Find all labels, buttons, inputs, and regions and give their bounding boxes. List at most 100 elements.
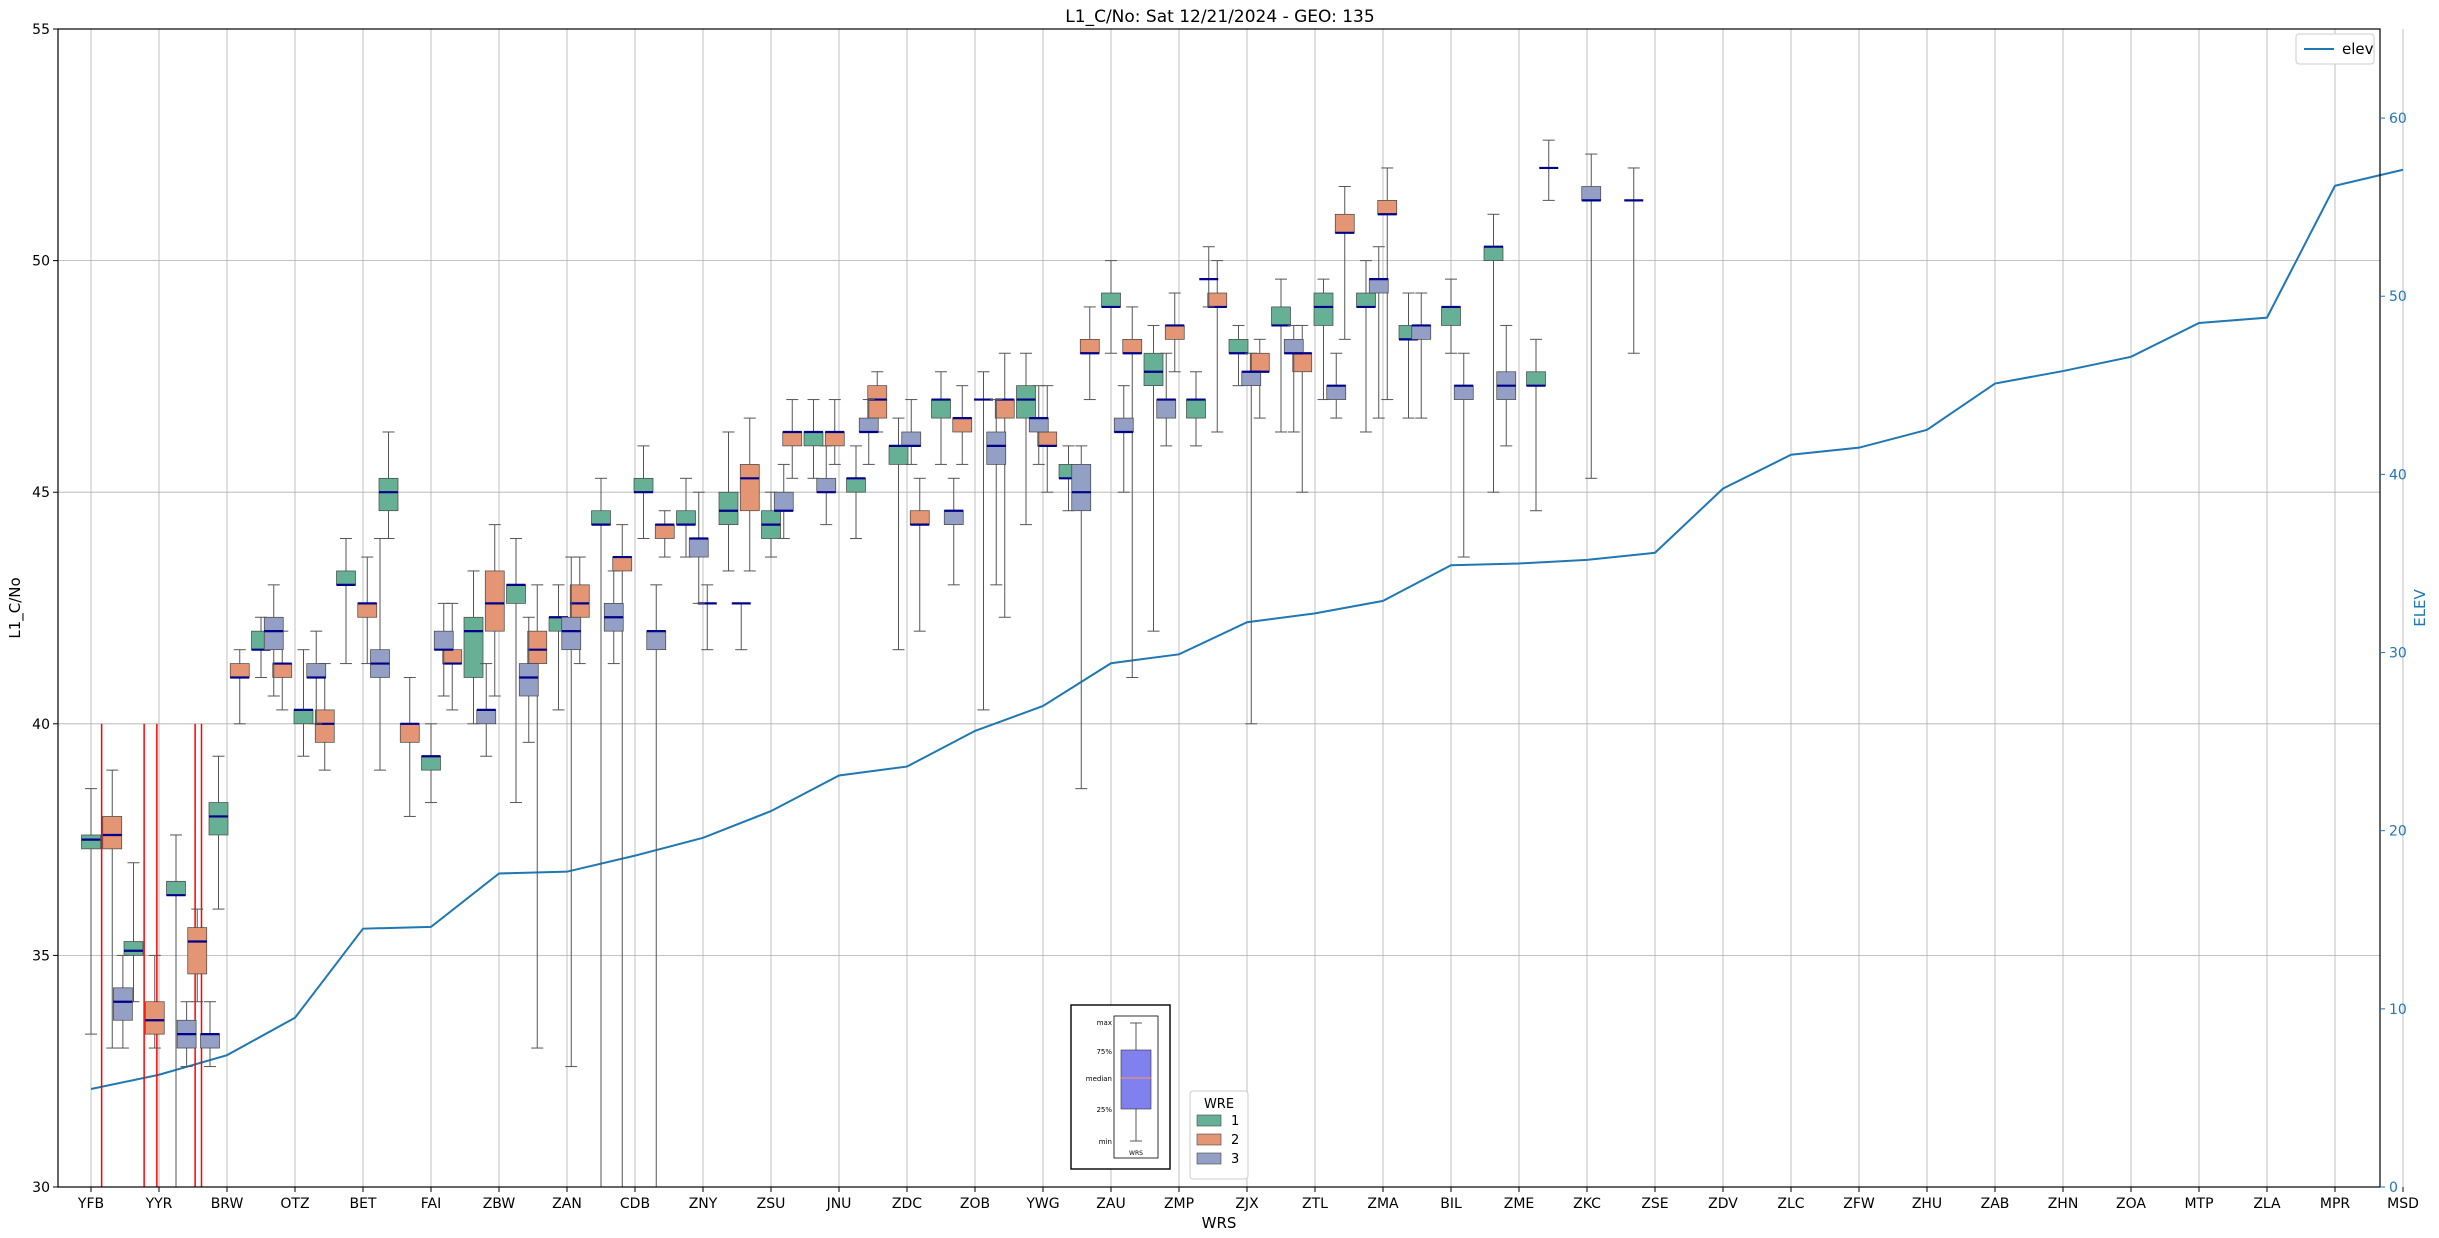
box-plot-wre-3	[688, 491, 709, 604]
box-iqr	[476, 709, 497, 725]
wre-legend-swatch	[1196, 1114, 1222, 1127]
x-tick-label: MPR	[2320, 1196, 2351, 1212]
box-iqr	[421, 755, 441, 771]
boxplot-key-inset: max 75% median 25% min WRS	[1070, 1004, 1171, 1170]
box-plot-wre-1	[1101, 260, 1121, 354]
box-iqr	[1113, 417, 1134, 433]
box-plot-wre-2	[229, 649, 250, 725]
box-iqr	[293, 709, 314, 725]
box-plot-wre-2	[1334, 185, 1355, 340]
box-plot-wre-1	[421, 723, 441, 804]
box-plot-wre-2	[824, 399, 845, 465]
box-iqr	[931, 399, 951, 419]
box-iqr	[506, 584, 526, 604]
box-plot-wre-3	[561, 556, 582, 1068]
y-tick-label: 45	[32, 485, 50, 501]
y2-tick-label: 20	[2389, 824, 2407, 840]
wre-legend: WRE 1 2 3	[1189, 1090, 1249, 1180]
box-iqr	[773, 491, 794, 512]
box-plot-wre-3	[1113, 385, 1134, 493]
box-iqr	[1326, 385, 1347, 400]
box-iqr	[1186, 399, 1206, 419]
box-iqr	[888, 445, 909, 465]
box-plot-wre-1	[1228, 324, 1249, 387]
box-plot-wre-3	[518, 616, 539, 743]
inset-label-max: max	[1097, 1019, 1112, 1027]
box-iqr	[1356, 292, 1376, 308]
box-iqr	[1241, 371, 1262, 387]
box-plot-wre-3	[986, 399, 1007, 586]
y-axis-label: L1_C/No	[6, 577, 25, 638]
box-plot-wre-3	[306, 630, 327, 725]
box-plot-wre-1	[591, 477, 611, 1187]
x-tick-label: ZSE	[1641, 1196, 1668, 1212]
x-tick-label: ZJX	[1235, 1196, 1259, 1212]
box-iqr	[1441, 306, 1461, 326]
box-iqr	[994, 399, 1015, 419]
box-plot-wre-1	[1441, 278, 1461, 354]
box-iqr	[1453, 385, 1474, 400]
box-iqr	[952, 417, 973, 433]
box-plot-wre-2	[484, 524, 505, 697]
box-iqr	[1101, 292, 1121, 308]
box-iqr	[81, 834, 101, 850]
box-plot-wre-3	[1326, 352, 1347, 419]
box-plot-wre-3	[1581, 153, 1602, 479]
x-tick-label: BRW	[211, 1196, 244, 1212]
box-plot-wre-2	[527, 584, 548, 1049]
elev-legend-frame	[2295, 33, 2375, 65]
box-iqr	[1028, 417, 1049, 433]
elev-series	[90, 168, 2404, 1090]
x-tick-label: ZME	[1504, 1196, 1535, 1212]
box-iqr	[144, 1001, 165, 1035]
box-plot-wre-1	[293, 649, 314, 757]
box-iqr	[867, 385, 888, 419]
x-tick-label: FAI	[421, 1196, 441, 1212]
box-plot-wre-3	[943, 477, 964, 586]
box-iqr	[816, 477, 837, 493]
box-iqr	[1377, 200, 1398, 215]
box-plot-wre-2	[952, 385, 973, 465]
box-iqr	[518, 663, 539, 697]
box-iqr	[1368, 278, 1389, 294]
x-tick-label: CDB	[620, 1196, 650, 1212]
inset-box	[1120, 1049, 1152, 1110]
x-tick-label: BET	[349, 1196, 376, 1212]
box-iqr	[263, 616, 284, 651]
box-iqr	[357, 603, 378, 618]
x-tick-label: ZAU	[1096, 1196, 1125, 1212]
box-iqr	[1143, 352, 1164, 387]
box-plot-wre-1	[1483, 213, 1504, 493]
box-plot-wre-3	[901, 399, 922, 465]
inset-xlabel: WRS	[1129, 1150, 1143, 1157]
box-iqr	[102, 816, 123, 850]
box-plot-wre-1	[888, 417, 909, 651]
box-plot-wre-1	[1186, 371, 1206, 447]
box-iqr	[208, 802, 229, 836]
box-iqr	[688, 538, 709, 558]
box-plot-wre-2	[102, 769, 123, 1049]
x-tick-label: ZHU	[1912, 1196, 1942, 1212]
inset-label-25: 25%	[1096, 1106, 1112, 1114]
grid-lines	[58, 29, 2404, 1187]
box-iqr	[1334, 213, 1355, 234]
box-plot-wre-1	[463, 570, 484, 725]
x-tick-label: OTZ	[280, 1196, 309, 1212]
box-iqr	[1483, 246, 1504, 261]
box-iqr	[527, 630, 548, 664]
box-iqr	[1037, 431, 1058, 447]
box-iqr	[633, 477, 654, 493]
box-iqr	[484, 570, 505, 632]
y2-tick-label: 0	[2389, 1180, 2398, 1196]
x-tick-label: MTP	[2184, 1196, 2213, 1212]
box-plot-wre-2	[314, 663, 335, 771]
box-plot-wre-3	[1368, 246, 1389, 419]
x-tick-label: ZOA	[2116, 1196, 2146, 1212]
box-plot-wre-1	[1313, 278, 1334, 401]
box-iqr	[1249, 352, 1270, 373]
box-plot-wre-3	[1071, 445, 1092, 790]
box-plot-wre-1	[1271, 278, 1291, 433]
box-iqr	[200, 1033, 220, 1049]
box-plot-wre-2	[144, 954, 165, 1049]
box-iqr	[591, 510, 611, 525]
